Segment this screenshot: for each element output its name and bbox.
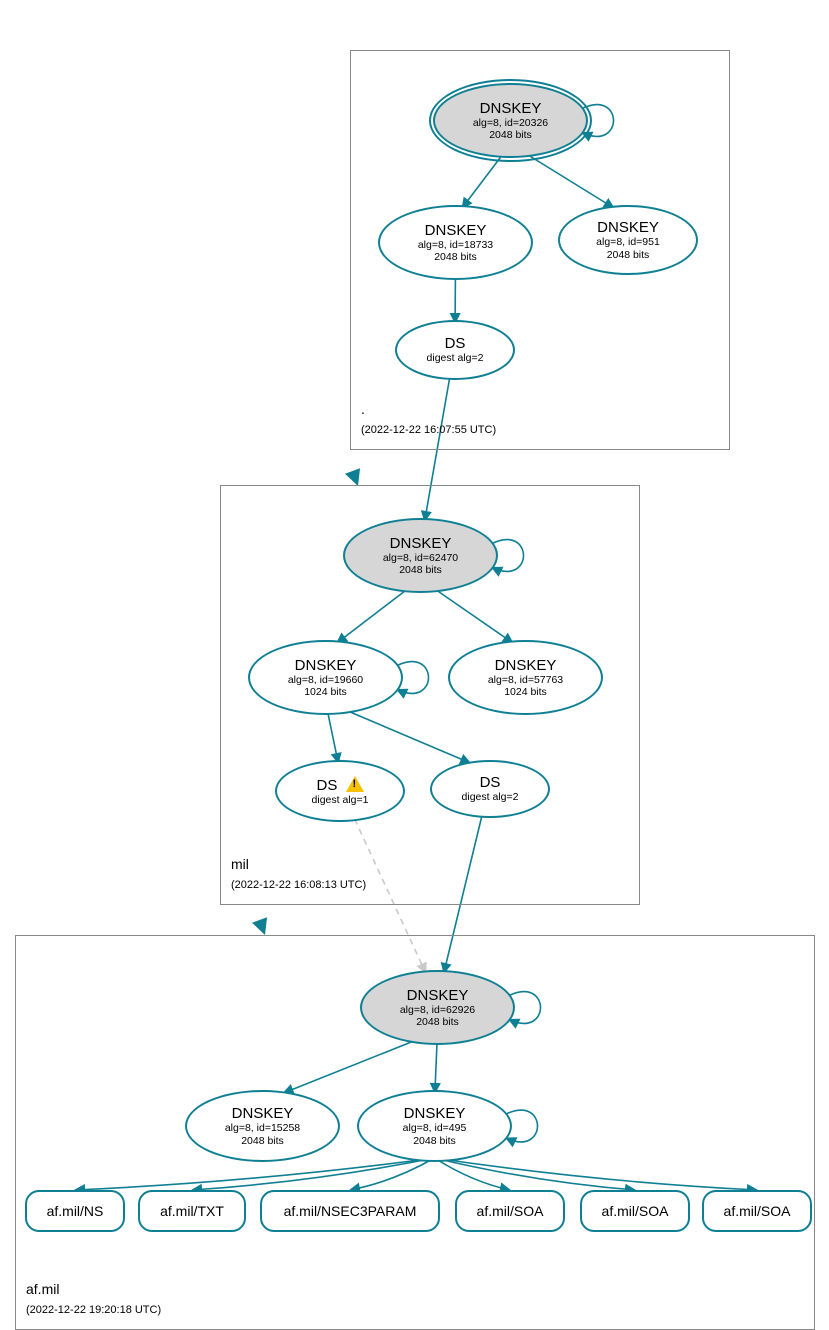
- node-root_ksk: DNSKEYalg=8, id=203262048 bits: [433, 83, 588, 158]
- node-af_zsk2: DNSKEYalg=8, id=4952048 bits: [357, 1090, 512, 1162]
- node-root_zsk1: DNSKEYalg=8, id=187332048 bits: [378, 205, 533, 280]
- node-af_ksk: DNSKEYalg=8, id=629262048 bits: [360, 970, 515, 1045]
- node-root_zsk2: DNSKEYalg=8, id=9512048 bits: [558, 205, 698, 275]
- node-mil_ds2: DSdigest alg=2: [430, 760, 550, 818]
- zone-mil-label: mil (2022-12-22 16:08:13 UTC): [231, 855, 366, 894]
- rrset-node: af.mil/NS: [25, 1190, 125, 1232]
- node-root_ds: DSdigest alg=2: [395, 320, 515, 380]
- node-af_zsk1: DNSKEYalg=8, id=152582048 bits: [185, 1090, 340, 1162]
- zone-afmil-timestamp: (2022-12-22 19:20:18 UTC): [26, 1304, 161, 1316]
- node-mil_ksk: DNSKEYalg=8, id=624702048 bits: [343, 518, 498, 593]
- rrset-node: af.mil/SOA: [702, 1190, 812, 1232]
- node-mil_zsk1: DNSKEYalg=8, id=196601024 bits: [248, 640, 403, 715]
- zone-afmil-name: af.mil: [26, 1281, 59, 1297]
- zone-mil-name: mil: [231, 856, 249, 872]
- zone-afmil-label: af.mil (2022-12-22 19:20:18 UTC): [26, 1280, 161, 1319]
- rrset-node: af.mil/TXT: [138, 1190, 246, 1232]
- zone-root-name: .: [361, 401, 365, 417]
- node-mil_ds1: DS digest alg=1: [275, 760, 405, 822]
- node-mil_zsk2: DNSKEYalg=8, id=577631024 bits: [448, 640, 603, 715]
- rrset-node: af.mil/NSEC3PARAM: [260, 1190, 440, 1232]
- zone-mil-timestamp: (2022-12-22 16:08:13 UTC): [231, 879, 366, 891]
- zone-root-label: . (2022-12-22 16:07:55 UTC): [361, 400, 496, 439]
- rrset-node: af.mil/SOA: [455, 1190, 565, 1232]
- warning-icon: [346, 776, 364, 792]
- rrset-node: af.mil/SOA: [580, 1190, 690, 1232]
- zone-root-timestamp: (2022-12-22 16:07:55 UTC): [361, 424, 496, 436]
